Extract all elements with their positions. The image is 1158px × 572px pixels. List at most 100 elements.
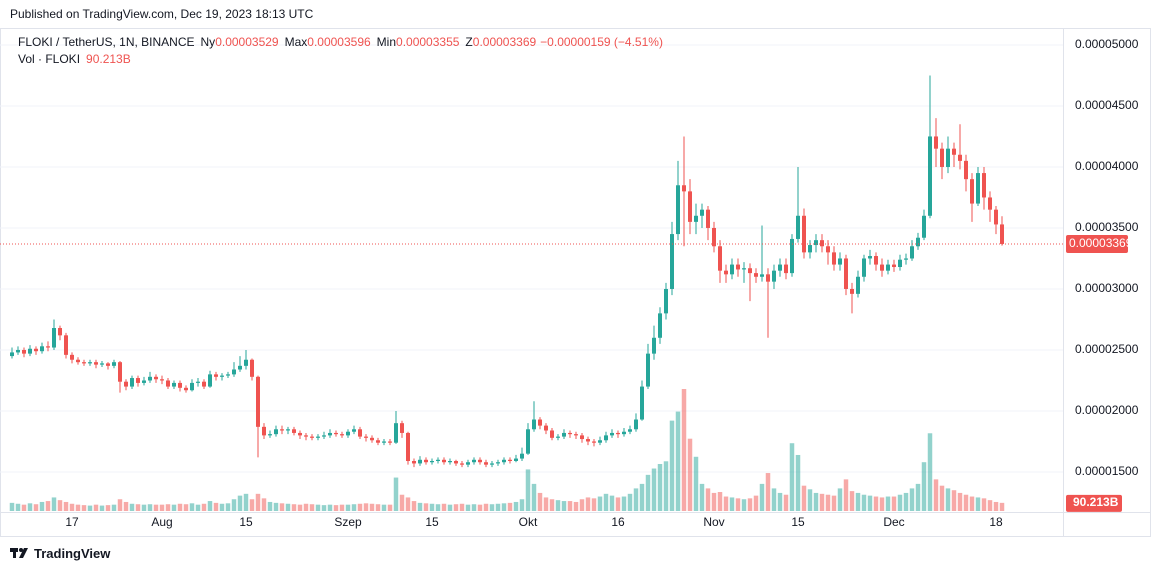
volume-bar [363,503,369,511]
volume-bar [615,497,621,511]
volume-bar [795,454,801,511]
candle-body [586,439,590,442]
candle-body [508,459,512,462]
candle-body [154,376,158,380]
last-price-box [1066,234,1128,253]
candle-body [346,431,350,436]
candle-body [136,378,140,383]
candle-body [616,432,620,435]
chart-frame [0,28,1151,537]
volume-bar [417,502,423,511]
candle-body [580,435,584,440]
candle-body [724,270,728,275]
volume-bar [291,504,297,511]
candle-body [208,374,212,387]
volume-bar [339,504,345,511]
candle-body [964,160,968,180]
candle-body [826,246,830,253]
volume-bar [513,501,519,511]
volume-bar [603,493,609,511]
volume-bar [993,501,999,511]
volume-bar [705,488,711,511]
volume-bar [825,494,831,511]
volume-bar [495,503,501,511]
ohlc-item: Min0.00003355 [377,35,460,49]
candle-body [778,264,782,271]
volume-bar [867,495,873,511]
volume-bar [225,503,231,511]
x-tick-label: 15 [791,515,805,529]
volume-bar [237,495,243,511]
candle-body [694,215,698,222]
volume-bar [393,477,399,511]
volume-bar [567,501,573,511]
candle-body [52,328,56,348]
volume-bar [819,493,825,511]
candle-body [982,173,986,198]
ohlc-label: Max [284,35,308,49]
volume-bar [831,495,837,511]
volume-bar [369,503,375,511]
candle-body [172,382,176,387]
candle-body [772,270,776,282]
volume-bar [861,494,867,511]
candle-body [544,425,548,431]
volume-bar [351,504,357,511]
volume-bar [501,503,507,511]
candle-body [910,246,914,259]
volume-bar [285,503,291,511]
candle-body [160,379,164,381]
candle-body [226,374,230,376]
candle-body [592,441,596,443]
volume-bar [87,505,93,511]
candle-body [754,273,758,277]
candle-body [424,459,428,463]
ohlc-value: 0.00003529 [215,35,279,49]
candle-body [118,362,122,382]
volume-bar [357,503,363,511]
candle-body [658,313,662,338]
volume-bar [669,420,675,511]
candle-body [58,328,62,336]
candle-body [664,288,668,314]
volume-bar [723,496,729,511]
candle-body [916,237,920,247]
candle-body [922,215,926,238]
candle-body [292,429,296,433]
volume-bar [717,492,723,511]
volume-bar [843,479,849,511]
volume-bar [429,503,435,511]
volume-bar [231,499,237,511]
volume-bar [315,504,321,511]
volume-bar [585,497,591,511]
volume-bar [249,499,255,511]
ohlc-value: 0.00003596 [307,35,371,49]
candle-body [820,240,824,247]
candle-body [514,458,518,462]
volume-bar [213,502,219,511]
volume-bar [699,483,705,511]
volume-bar [195,504,201,511]
volume-bar [789,443,795,511]
candle-body [700,209,704,216]
candle-body [400,423,404,433]
candle-body [382,441,386,443]
volume-bar [849,491,855,511]
volume-bar [177,503,183,511]
volume-bar [399,494,405,511]
candle-body [334,432,338,435]
candle-body [862,258,866,277]
volume-bar [435,504,441,511]
volume-bar [453,504,459,511]
candle-body [484,462,488,465]
candle-body [178,382,182,388]
candle-body [856,276,860,294]
candle-body [526,429,530,454]
volume-bar [681,389,687,511]
candle-body [232,369,236,375]
volume-bar [975,497,981,511]
volume-bar [21,504,27,511]
volume-bar [915,483,921,511]
volume-bar [141,504,147,511]
